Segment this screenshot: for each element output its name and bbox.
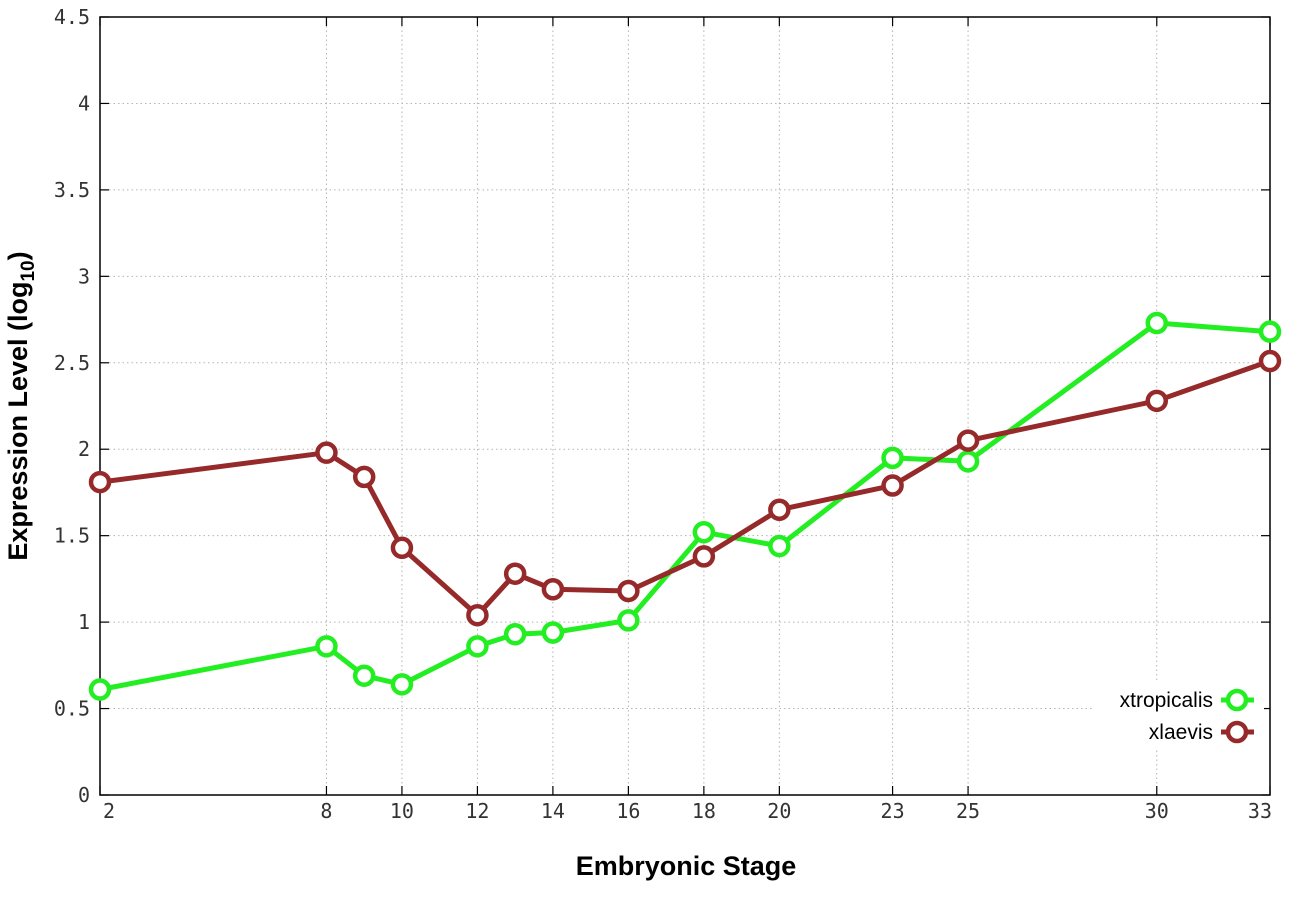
y-tick-label: 3.5 bbox=[54, 178, 90, 202]
x-tick-label: 33 bbox=[1248, 799, 1272, 823]
x-tick-label: 30 bbox=[1145, 799, 1169, 823]
data-point bbox=[881, 446, 904, 470]
legend-marker-xlaevis bbox=[1225, 720, 1249, 744]
y-axis-title-prefix: Expression Level (log bbox=[3, 282, 33, 561]
grid-lines bbox=[100, 17, 1270, 795]
legend-label-xlaevis: xlaevis bbox=[1149, 721, 1213, 744]
data-point bbox=[466, 635, 489, 658]
x-tick-label: 2 bbox=[103, 799, 115, 823]
x-tick-label: 16 bbox=[616, 799, 640, 823]
y-axis-ticks: 0 0.5 1 1.5 2 2.5 3 3.5 4 4.5 bbox=[54, 5, 1270, 807]
y-tick-label: 0.5 bbox=[54, 697, 90, 721]
data-point bbox=[352, 465, 376, 489]
y-tick-label: 4.5 bbox=[54, 5, 90, 29]
data-point bbox=[466, 603, 489, 627]
y-tick-label: 1 bbox=[78, 610, 90, 634]
x-tick-label: 20 bbox=[767, 799, 791, 823]
data-point bbox=[956, 429, 980, 452]
data-point bbox=[617, 579, 640, 603]
x-tick-label: 23 bbox=[881, 799, 905, 823]
series-xtropicalis bbox=[88, 311, 1282, 701]
data-point bbox=[956, 450, 980, 473]
data-point bbox=[768, 534, 791, 558]
x-tick-label: 14 bbox=[541, 799, 565, 823]
x-axis-ticks: 2 8 10 12 14 16 18 20 23 25 30 33 bbox=[99, 17, 1272, 823]
y-tick-label: 2 bbox=[78, 437, 90, 461]
data-point bbox=[541, 578, 565, 601]
y-axis-title-suffix: ) bbox=[3, 251, 33, 260]
legend-label-xtropicalis: xtropicalis bbox=[1120, 689, 1213, 712]
data-point bbox=[1258, 349, 1282, 373]
x-tick-label: 12 bbox=[465, 799, 489, 823]
data-point bbox=[315, 441, 338, 464]
y-tick-label: 4 bbox=[78, 91, 90, 115]
data-point bbox=[541, 621, 565, 644]
x-tick-label: 25 bbox=[956, 799, 980, 823]
data-point bbox=[503, 562, 527, 585]
series-xlaevis bbox=[88, 349, 1282, 627]
legend-marker-xtropicalis bbox=[1225, 688, 1249, 712]
y-axis-title-subscript: 10 bbox=[18, 260, 39, 281]
data-point bbox=[315, 635, 338, 658]
data-point bbox=[617, 609, 640, 632]
data-point bbox=[88, 678, 112, 701]
y-tick-label: 2.5 bbox=[54, 351, 90, 375]
x-tick-label: 8 bbox=[320, 799, 332, 823]
data-point bbox=[1145, 389, 1169, 413]
data-point bbox=[390, 536, 414, 560]
x-axis-title: Embryonic Stage bbox=[576, 851, 797, 881]
x-tick-label: 18 bbox=[692, 799, 716, 823]
y-tick-label: 0 bbox=[78, 783, 90, 807]
legend: xtropicalis xlaevis bbox=[1092, 680, 1264, 748]
data-point bbox=[881, 474, 904, 497]
series-line-xlaevis bbox=[99, 358, 1271, 618]
data-point bbox=[1258, 320, 1282, 343]
y-tick-label: 3 bbox=[78, 264, 90, 288]
plot-frame bbox=[99, 16, 1271, 796]
data-point bbox=[88, 470, 112, 494]
data-point bbox=[692, 520, 716, 544]
series-line-xtropicalis bbox=[99, 320, 1271, 692]
data-point bbox=[692, 545, 716, 568]
x-tick-label: 10 bbox=[390, 799, 414, 823]
y-tick-label: 1.5 bbox=[54, 524, 90, 548]
data-point bbox=[1145, 311, 1169, 335]
data-point bbox=[768, 498, 791, 521]
data-point bbox=[503, 622, 527, 646]
series-layer bbox=[88, 311, 1282, 701]
data-point bbox=[352, 664, 376, 687]
data-point bbox=[390, 673, 414, 696]
y-axis-title: Expression Level (log10) bbox=[3, 251, 39, 560]
